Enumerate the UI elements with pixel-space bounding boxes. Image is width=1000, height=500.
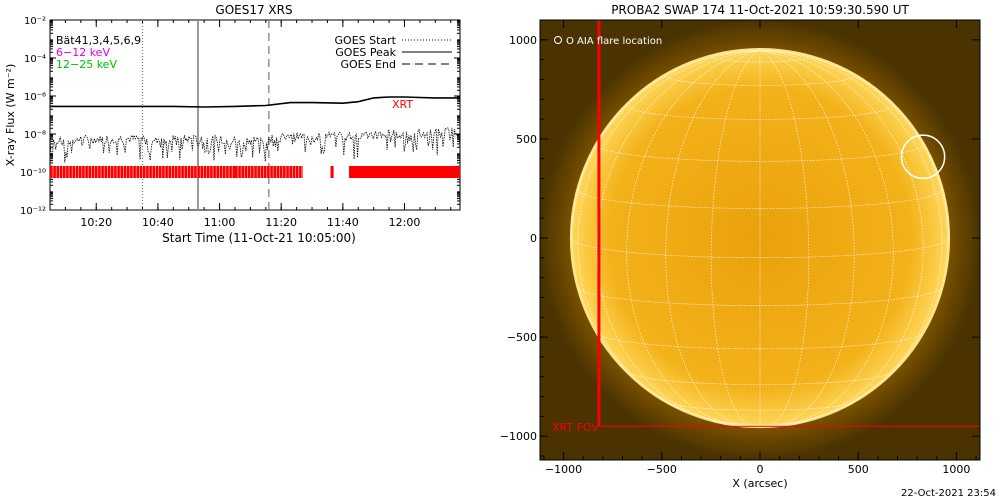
swap-x-tick-label: −500 (647, 463, 677, 476)
swap-image (540, 20, 980, 460)
goes-x-axis-label: Start Time (11-Oct-21 10:05:00) (162, 231, 356, 245)
legend-goes-end: GOES End (340, 58, 396, 71)
xrt-coverage-segment (330, 166, 334, 178)
swap-image-panel: PROBA2 SWAP 174 11-Oct-2021 10:59:30.590… (500, 3, 996, 499)
aia-flare-location-circle (900, 134, 946, 180)
latitude-line (667, 402, 853, 411)
swap-x-tick-label: 1000 (942, 463, 970, 476)
longitude-line (759, 50, 810, 427)
swap-x-tick-label: 0 (757, 463, 764, 476)
longitude-line (759, 50, 949, 239)
swap-y-tick-label: 500 (516, 133, 537, 146)
longitude-line (571, 50, 761, 239)
channel-label-detector: Bät41,3,4,5,6,9 (56, 34, 141, 47)
swap-title: PROBA2 SWAP 174 11-Oct-2021 10:59:30.590… (611, 3, 909, 17)
swap-x-tick-label: −1000 (545, 463, 582, 476)
goes-x-axis: 10:20 10:40 11:00 11:20 11:40 12:00 (64, 20, 452, 229)
goes-event-markers (141, 20, 270, 210)
xrt-coverage-segment (349, 166, 460, 178)
goes-x-tick-label: 11:40 (327, 216, 359, 229)
swap-x-tick-label: 500 (848, 463, 869, 476)
goes-x-tick-label: 10:40 (142, 216, 174, 229)
channel-labels: Bät41,3,4,5,6,9 6−12 keV 12−25 keV (56, 34, 141, 71)
swap-y-tick-label: 1000 (509, 34, 537, 47)
legend-goes-peak: GOES Peak (335, 46, 396, 59)
goes-y-tick-label: 10⁻¹² (20, 206, 46, 217)
footer-timestamp: 22-Oct-2021 23:54 (901, 488, 996, 499)
legend-circle-marker (554, 36, 562, 44)
channel-label-12-25: 12−25 keV (56, 58, 117, 71)
heliographic-grid (571, 50, 949, 427)
goes-y-tick-label: 10⁻⁶ (24, 92, 46, 103)
latitude-line (571, 237, 949, 259)
goes-plot-area (49, 19, 461, 211)
xrt-coverage-bars (50, 166, 460, 178)
longitude-line (710, 50, 761, 427)
sun-disk (569, 47, 951, 429)
longitude-line (665, 50, 761, 427)
swap-y-tick-label: 0 (530, 232, 537, 245)
goes-x-tick-label: 12:00 (389, 216, 421, 229)
xrt-fov-label: XRT FOV (552, 421, 599, 434)
latitude-line (597, 333, 923, 350)
goes-legend: GOES Start GOES Peak GOES End (335, 34, 452, 71)
channel-label-6-12: 6−12 keV (56, 46, 110, 59)
goes-y-tick-label: 10⁻⁸ (24, 130, 46, 141)
longitude-line (759, 50, 924, 424)
xrt-label: XRT (392, 98, 413, 111)
longitude-line (759, 50, 855, 427)
swap-y-axis: 1000 500 0 −500 −1000 (500, 19, 980, 457)
goes-long-channel-line (50, 96, 460, 108)
goes-x-tick-label: 11:20 (265, 216, 297, 229)
swap-x-axis: −1000 −500 0 500 1000 (543, 20, 977, 476)
goes-y-tick-label: 10⁻¹⁰ (20, 168, 46, 179)
goes-series-group (49, 96, 461, 163)
goes-y-tick-label: 10⁻⁴ (24, 54, 46, 65)
swap-x-axis-label: X (arcsec) (732, 477, 787, 490)
longitude-line (759, 50, 943, 412)
longitude-line (577, 50, 761, 412)
goes-x-tick-label: 10:20 (80, 216, 112, 229)
goes-chart-title: GOES17 XRS (215, 3, 292, 17)
swap-y-tick-label: −500 (507, 331, 537, 344)
goes-y-axis: 10⁻² 10⁻⁴ 10⁻⁶ 10⁻⁸ 10⁻¹⁰ 10⁻¹² (20, 16, 460, 217)
goes-y-tick-label: 10⁻² (24, 16, 46, 27)
goes-y-axis-label: X-ray Flux (W m⁻²) (4, 64, 17, 166)
goes-short-channel-line (49, 127, 461, 163)
legend-goes-start: GOES Start (335, 34, 397, 47)
goes-xrs-chart: GOES17 XRS 10⁻² 10⁻⁴ 10⁻⁶ 10⁻⁸ 10⁻¹⁰ 10⁻¹² 10… (4, 3, 461, 245)
goes-x-tick-label: 11:00 (204, 216, 236, 229)
flare-legend-text: O AIA flare location (566, 36, 662, 47)
swap-y-tick-label: −1000 (500, 430, 537, 443)
